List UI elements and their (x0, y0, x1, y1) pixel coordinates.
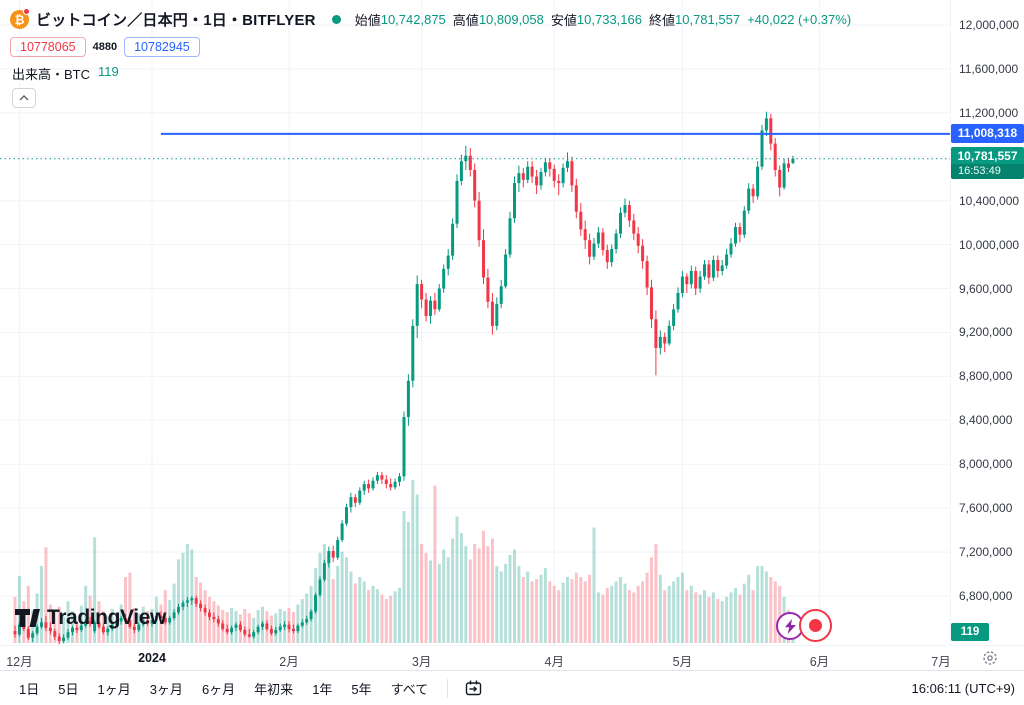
price-tick-label: 8,000,000 (959, 457, 1013, 472)
range-button-ytd[interactable]: 年初来 (254, 681, 294, 697)
spread-value: 4880 (92, 41, 118, 53)
price-tick-label: 10,000,000 (959, 237, 1020, 252)
ohlc-legend: 始値 10,742,875 高値 10,809,058 安値 10,733,16… (355, 10, 851, 29)
symbol-title[interactable]: ビットコイン／日本円・1日・BITFLYER (36, 12, 316, 29)
price-tick-label: 9,200,000 (959, 325, 1013, 340)
low-label: 安値 (550, 13, 577, 28)
close-label: 終値 (648, 13, 675, 28)
time-tick-label: 3月 (411, 655, 432, 669)
range-button-1y[interactable]: 1年 (312, 681, 333, 697)
time-tick-label: 2024 (138, 651, 166, 665)
high-label: 高値 (452, 13, 479, 28)
range-button-1m[interactable]: 1ヶ月 (97, 681, 131, 697)
indicator-name: 出来高・BTC (12, 67, 91, 82)
price-tick-label: 9,600,000 (959, 281, 1013, 296)
range-button-5d[interactable]: 5日 (58, 681, 79, 697)
range-button-all[interactable]: すべて (390, 681, 429, 697)
open-value: 10,742,875 (380, 12, 446, 27)
market-status-icon (331, 15, 341, 24)
price-axis[interactable]: 11,008,318 10,781,557 16:53:49 119 12,00… (950, 0, 1024, 645)
tradingview-watermark[interactable]: TradingView (14, 606, 166, 630)
go-to-date-button[interactable] (464, 679, 483, 697)
price-tick-label: 7,600,000 (959, 501, 1013, 516)
open-label: 始値 (354, 13, 381, 28)
indicator-value: 119 (98, 64, 119, 79)
candlestick-chart[interactable] (0, 0, 950, 645)
last-price-label: 10,781,557 16:53:49 (951, 146, 1024, 179)
time-tick-label: 12月 (6, 655, 33, 669)
bar-countdown: 16:53:49 (951, 163, 1024, 179)
price-tick-label: 11,600,000 (959, 61, 1019, 76)
axis-settings-gear-icon[interactable] (982, 650, 998, 671)
symbol-legend: ₿ ビットコイン／日本円・1日・BITFLYER 始値 10,742,875 高… (10, 8, 851, 30)
toolbar-divider (447, 678, 449, 698)
clock-display[interactable]: 16:06:11 (UTC+9) (911, 680, 1015, 696)
time-tick-label: 4月 (544, 655, 564, 669)
bottom-toolbar: 1日 5日 1ヶ月 3ヶ月 6ヶ月 年初来 1年 5年 すべて 16:06:11… (0, 670, 1024, 705)
price-tick-label: 8,800,000 (959, 369, 1013, 384)
calendar-icon (466, 680, 482, 696)
last-price-value: 10,781,557 (957, 148, 1018, 163)
tradingview-logo-icon (15, 609, 40, 627)
ask-button[interactable]: 10782945 (124, 37, 200, 57)
price-tick-label: 11,200,000 (959, 105, 1019, 120)
range-button-6m[interactable]: 6ヶ月 (201, 681, 236, 697)
range-button-1d[interactable]: 1日 (19, 681, 40, 697)
record-dot-icon (809, 619, 822, 632)
time-tick-label: 7月 (931, 655, 951, 669)
close-value: 10,781,557 (675, 12, 741, 27)
notification-dot-icon (23, 8, 30, 15)
time-tick-label: 2月 (279, 655, 299, 669)
price-tick-label: 7,200,000 (959, 545, 1013, 560)
change-value: +40,022 (+0.37%) (747, 12, 852, 27)
bitcoin-icon: ₿ (10, 8, 30, 29)
record-button[interactable] (799, 609, 832, 642)
range-button-5y[interactable]: 5年 (351, 681, 372, 697)
watermark-text: TradingView (47, 606, 166, 629)
time-tick-label: 5月 (672, 655, 693, 669)
bid-button[interactable]: 10778065 (10, 37, 86, 57)
price-tick-label: 12,000,000 (959, 18, 1020, 32)
price-tick-label: 6,800,000 (959, 589, 1013, 603)
chevron-up-icon (19, 95, 29, 101)
price-tick-label: 10,400,000 (959, 193, 1020, 208)
volume-axis-badge: 119 (951, 623, 989, 641)
price-tick-label: 8,400,000 (959, 413, 1013, 428)
low-value: 10,733,166 (576, 12, 642, 27)
alert-price-label[interactable]: 11,008,318 (951, 123, 1024, 143)
collapse-legend-button[interactable] (12, 88, 36, 108)
volume-indicator-legend[interactable]: 出来高・BTC 119 (12, 64, 119, 83)
time-axis[interactable]: 12月 2024 2月 3月 4月 5月 6月 7月 (0, 645, 1024, 670)
quote-row: 10778065 4880 10782945 (10, 37, 200, 57)
range-button-3m[interactable]: 3ヶ月 (149, 681, 183, 697)
time-tick-label: 6月 (809, 655, 830, 669)
lightning-icon (784, 618, 796, 634)
high-value: 10,809,058 (478, 12, 544, 27)
